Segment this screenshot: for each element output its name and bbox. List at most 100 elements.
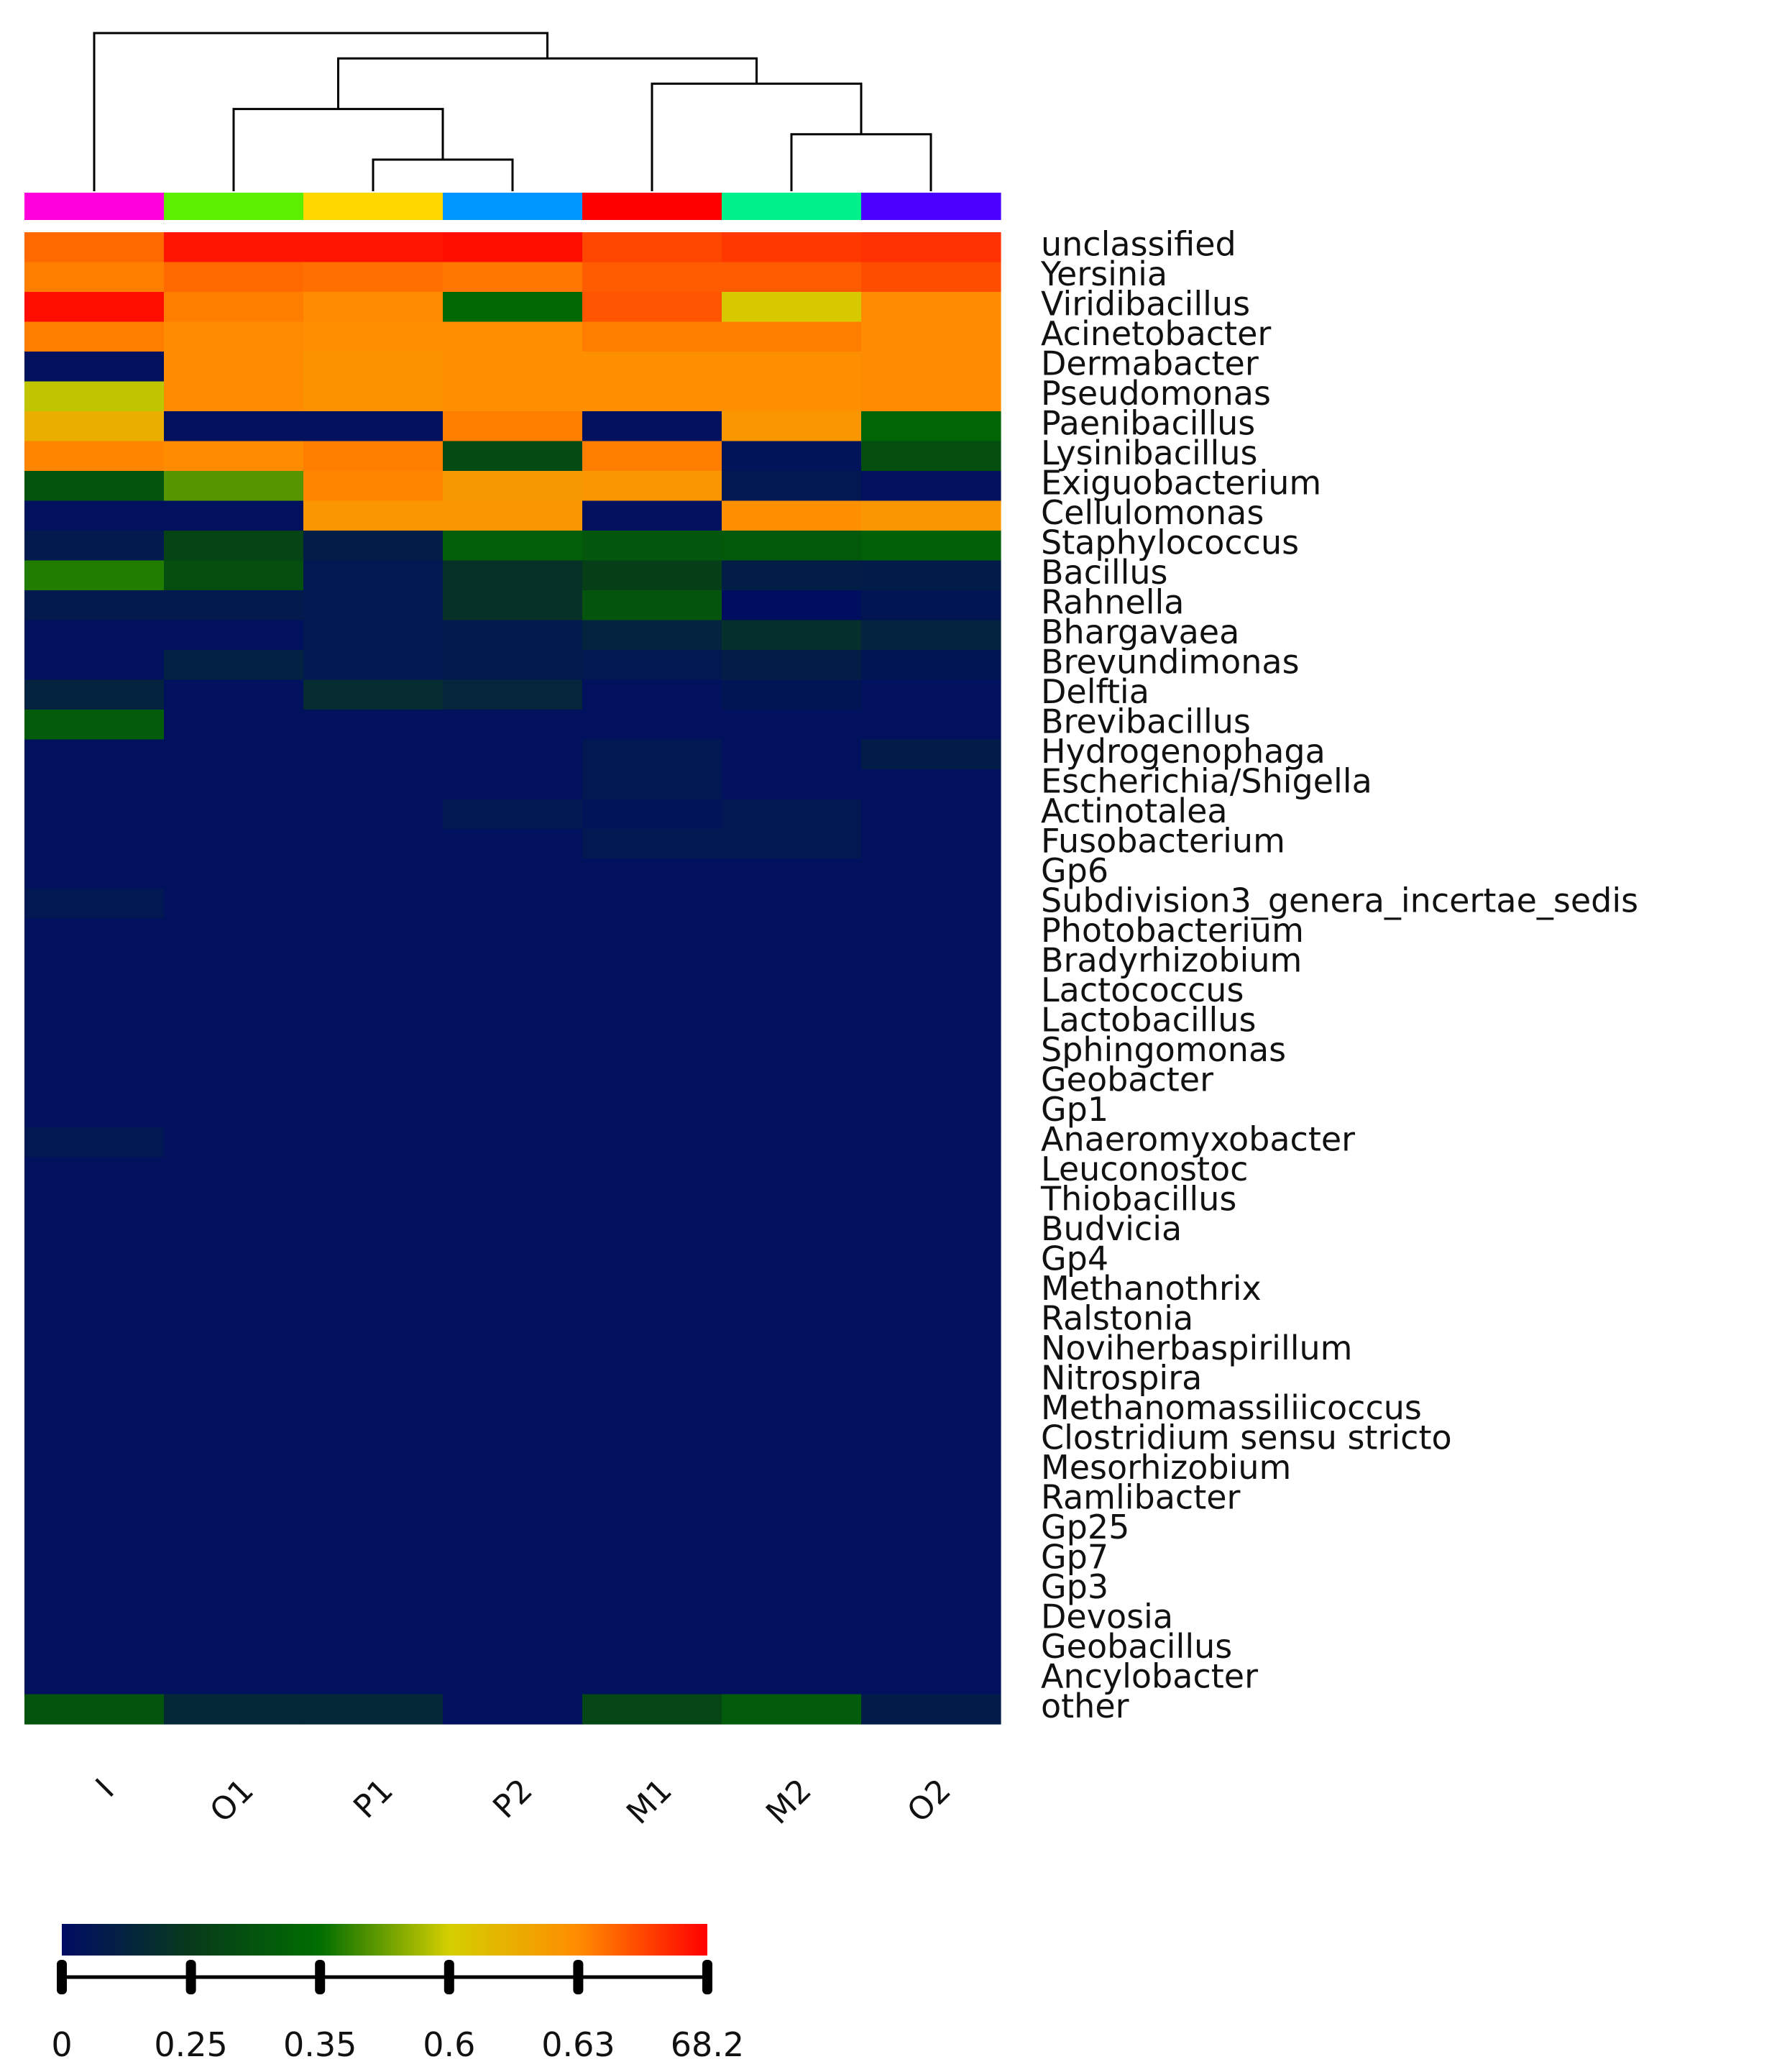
row-label: Bacillus [1041,553,1168,592]
heatmap-cell [722,232,862,263]
column-annotation-bar [24,193,1001,220]
heatmap-cell [443,1276,583,1307]
heatmap-cell [722,1515,862,1546]
heatmap-cell [164,381,304,412]
row-label: Gp1 [1041,1090,1108,1129]
heatmap-cell [443,232,583,263]
heatmap-cell [303,1008,444,1039]
heatmap-cell [164,1426,304,1457]
heatmap-cell [164,1515,304,1546]
row-label: Gp4 [1041,1239,1108,1278]
heatmap-cell [24,1187,165,1218]
legend-colorbar [62,1924,707,1956]
legend-tick [573,1960,584,1994]
heatmap-cell [582,292,722,323]
heatmap-cell [443,1694,583,1725]
heatmap-cell [582,620,722,651]
heatmap-cell [24,1664,165,1695]
heatmap-cell [24,978,165,1009]
heatmap-cell [303,560,444,591]
row-label: Thiobacillus [1040,1179,1236,1218]
heatmap-cell [443,918,583,949]
row-label: Lactococcus [1041,971,1244,1009]
heatmap-cell [722,1605,862,1636]
heatmap-cell [722,1694,862,1725]
heatmap-cell [582,858,722,889]
heatmap-cell [582,679,722,710]
row-label: Dermabacter [1041,344,1259,382]
legend-tick [444,1960,454,1994]
heatmap-cell [24,262,165,293]
row-label: Bradyrhizobium [1041,940,1302,979]
heatmap-cell [861,918,1001,949]
heatmap-cell [443,292,583,323]
heatmap-cell [582,829,722,860]
column-label: P2 [486,1772,540,1826]
heatmap-cell [722,321,862,352]
heatmap-cell [582,560,722,591]
heatmap-cell [443,889,583,920]
heatmap-cell [303,411,444,442]
heatmap-cell [24,799,165,830]
heatmap-cell [722,262,862,293]
heatmap-cell [303,321,444,352]
dendrogram-branch [790,133,932,191]
heatmap-cell [582,710,722,741]
legend-tick [185,1960,196,1994]
heatmap-cell [722,1068,862,1099]
heatmap-cell [164,232,304,263]
heatmap-cell [582,1187,722,1218]
heatmap-cell [582,1426,722,1457]
heatmap-cell [164,471,304,502]
heatmap-cell [582,1068,722,1099]
heatmap-cell [861,1664,1001,1695]
dendrogram-branch [232,108,444,191]
heatmap-cell [303,918,444,949]
heatmap-cell [861,531,1001,561]
heatmap-cell [443,948,583,979]
heatmap-cell [722,620,862,651]
row-label: Pseudomonas [1041,374,1271,413]
heatmap-cell [164,1097,304,1128]
heatmap-cell [24,352,165,382]
legend-tick [702,1960,712,1994]
heatmap-cell [861,1097,1001,1128]
heatmap-cell [722,381,862,412]
heatmap-cell [24,858,165,889]
heatmap-cell [861,1247,1001,1278]
heatmap-cell [861,500,1001,531]
heatmap-cell [722,1455,862,1486]
heatmap-cell [582,1664,722,1695]
heatmap-cell [582,1247,722,1278]
heatmap-cell [582,1127,722,1158]
heatmap-cell [861,411,1001,442]
heatmap-cell [861,858,1001,889]
row-label: Acinetobacter [1041,314,1271,353]
heatmap-cell [24,1276,165,1307]
heatmap-cell [164,889,304,920]
heatmap-cell [722,918,862,949]
heatmap-cell [443,1545,583,1576]
heatmap-cell [24,1157,165,1188]
heatmap-cell [722,889,862,920]
row-label: Methanomassiliicoccus [1041,1388,1422,1427]
heatmap-cell [164,1127,304,1158]
heatmap-cell [582,1694,722,1725]
heatmap-cell [24,1515,165,1546]
heatmap-cell [303,829,444,860]
heatmap-cell [861,1395,1001,1426]
heatmap-cell [303,978,444,1009]
heatmap-cell [24,650,165,681]
heatmap-cell [24,1605,165,1636]
heatmap-cell [722,1545,862,1576]
heatmap-cell [443,1605,583,1636]
heatmap-cell [164,1634,304,1665]
heatmap-cell [582,1574,722,1605]
heatmap-cell [24,948,165,979]
heatmap-cell [582,650,722,681]
heatmap-cell [722,1247,862,1278]
column-annotation-swatch [24,193,165,220]
heatmap-cell [303,352,444,382]
heatmap-cell [443,1634,583,1665]
column-annotation-swatch [722,193,862,220]
